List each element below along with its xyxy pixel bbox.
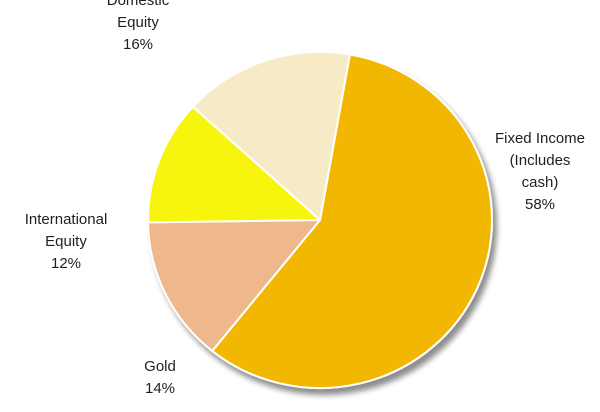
slice-category-label-0: Fixed Income <box>495 130 585 147</box>
slice-category-label-3: Domestic <box>107 0 170 9</box>
pie-slices <box>147 51 493 389</box>
slice-category-label-2: International <box>25 211 108 228</box>
slice-category-label-0: cash) <box>522 174 559 191</box>
slice-category-label-1: Gold <box>144 358 176 375</box>
pie-slice-2 <box>147 105 321 224</box>
pie-labels: Fixed Income (Includes cash) 58% Gold 14% Inte… <box>25 0 585 397</box>
slice-label-1: Gold 14% <box>144 358 176 397</box>
slice-label-2: International Equity 12% <box>25 211 108 272</box>
slice-value-label-2: 12% <box>51 255 81 272</box>
slice-category-label-3: Equity <box>117 14 159 31</box>
pie-slice-3 <box>191 51 351 221</box>
pie-slice-0 <box>211 53 493 389</box>
slice-category-label-2: Equity <box>45 233 87 250</box>
pie-slice-1 <box>147 219 321 352</box>
slice-value-label-1: 14% <box>145 380 175 397</box>
slice-category-label-0: (Includes <box>510 152 571 169</box>
slice-value-label-3: 16% <box>123 36 153 53</box>
slice-value-label-0: 58% <box>525 196 555 213</box>
slice-label-3: Domestic Equity 16% <box>107 0 170 53</box>
slice-label-0: Fixed Income (Includes cash) 58% <box>495 130 585 213</box>
